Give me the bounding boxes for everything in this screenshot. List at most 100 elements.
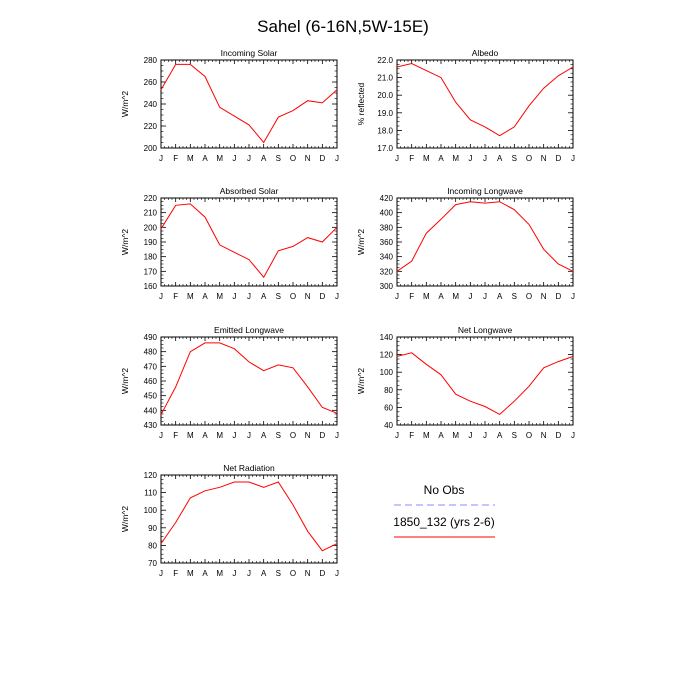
- legend: No Obs 1850_132 (yrs 2-6): [393, 483, 495, 538]
- y-tick-label: 260: [144, 78, 158, 87]
- y-tick-label: 320: [380, 267, 394, 276]
- panel-title: Incoming Solar: [221, 48, 278, 58]
- y-tick-label: 340: [380, 253, 394, 262]
- x-tick-label: N: [305, 154, 311, 163]
- x-tick-label: M: [452, 292, 459, 301]
- y-tick-label: 300: [380, 282, 394, 291]
- x-tick-label: F: [409, 431, 414, 440]
- x-tick-label: J: [247, 154, 251, 163]
- y-tick-label: 100: [380, 368, 394, 377]
- x-tick-label: O: [290, 569, 296, 578]
- x-tick-label: F: [173, 154, 178, 163]
- panel-title: Emitted Longwave: [214, 325, 284, 335]
- x-tick-label: J: [395, 154, 399, 163]
- plot-frame: [396, 197, 574, 287]
- y-tick-label: 110: [144, 489, 157, 498]
- x-tick-label: M: [423, 431, 430, 440]
- x-tick-label: D: [555, 431, 561, 440]
- x-tick-label: N: [541, 431, 547, 440]
- panel-title: Absorbed Solar: [220, 186, 279, 196]
- y-tick-label: 20.0: [377, 91, 393, 100]
- x-tick-label: O: [526, 154, 532, 163]
- y-tick-label: 460: [144, 377, 158, 386]
- y-tick-label: 120: [144, 471, 158, 480]
- x-tick-label: M: [216, 431, 223, 440]
- x-tick-label: M: [452, 431, 459, 440]
- x-tick-label: A: [261, 292, 267, 301]
- x-tick-label: J: [483, 431, 487, 440]
- y-tick-label: 480: [144, 348, 158, 357]
- y-tick-label: 470: [144, 362, 158, 371]
- y-axis-label: % reflected: [356, 82, 366, 125]
- plot-frame: [160, 474, 338, 564]
- y-tick-label: 80: [148, 541, 157, 550]
- y-tick-label: 200: [144, 223, 158, 232]
- y-tick-label: 100: [144, 506, 158, 515]
- x-tick-label: J: [571, 431, 575, 440]
- x-tick-label: N: [541, 154, 547, 163]
- x-tick-label: F: [173, 431, 178, 440]
- x-tick-label: O: [290, 292, 296, 301]
- x-tick-label: M: [187, 569, 194, 578]
- y-tick-label: 280: [144, 56, 158, 65]
- x-tick-label: N: [305, 431, 311, 440]
- x-tick-label: S: [276, 154, 281, 163]
- x-tick-label: J: [247, 292, 251, 301]
- y-tick-label: 19.0: [377, 109, 393, 118]
- x-tick-label: F: [409, 154, 414, 163]
- x-tick-label: F: [173, 292, 178, 301]
- y-tick-label: 200: [144, 144, 158, 153]
- x-tick-label: J: [395, 431, 399, 440]
- x-tick-label: J: [483, 292, 487, 301]
- series-line: [160, 342, 338, 415]
- x-tick-label: J: [335, 569, 339, 578]
- x-tick-label: S: [276, 292, 281, 301]
- x-tick-label: N: [541, 292, 547, 301]
- x-tick-label: M: [423, 292, 430, 301]
- x-tick-label: J: [335, 154, 339, 163]
- plot-frame: [160, 59, 338, 149]
- x-tick-label: J: [232, 154, 236, 163]
- series-line: [396, 201, 574, 272]
- y-tick-label: 160: [144, 282, 158, 291]
- y-axis-label: W/m^2: [120, 506, 130, 532]
- panel-title: Net Longwave: [458, 325, 513, 335]
- x-tick-label: S: [512, 431, 517, 440]
- x-tick-label: J: [159, 569, 163, 578]
- series-line: [160, 203, 338, 279]
- plot-frame: [396, 59, 574, 149]
- x-tick-label: S: [512, 292, 517, 301]
- x-tick-label: J: [335, 431, 339, 440]
- y-tick-label: 18.0: [377, 126, 393, 135]
- x-tick-label: A: [497, 154, 503, 163]
- plot-frame: [160, 336, 338, 426]
- y-tick-label: 80: [384, 386, 393, 395]
- x-tick-label: M: [423, 154, 430, 163]
- y-tick-label: 400: [380, 209, 394, 218]
- x-tick-label: J: [483, 154, 487, 163]
- y-axis-label: W/m^2: [120, 229, 130, 255]
- series-line: [160, 63, 338, 144]
- plot-frame: [160, 197, 338, 287]
- panel-title: Incoming Longwave: [447, 186, 523, 196]
- y-tick-label: 60: [384, 403, 393, 412]
- x-tick-label: J: [571, 154, 575, 163]
- series-line: [160, 481, 338, 552]
- x-tick-label: M: [452, 154, 459, 163]
- legend-model-label: 1850_132 (yrs 2-6): [393, 515, 494, 529]
- y-tick-label: 440: [144, 406, 158, 415]
- y-tick-label: 17.0: [377, 144, 393, 153]
- y-tick-label: 420: [380, 194, 394, 203]
- x-tick-label: F: [173, 569, 178, 578]
- y-tick-label: 22.0: [377, 56, 393, 65]
- y-tick-label: 21.0: [377, 74, 393, 83]
- panel-title: Net Radiation: [223, 463, 275, 473]
- y-tick-label: 220: [144, 122, 158, 131]
